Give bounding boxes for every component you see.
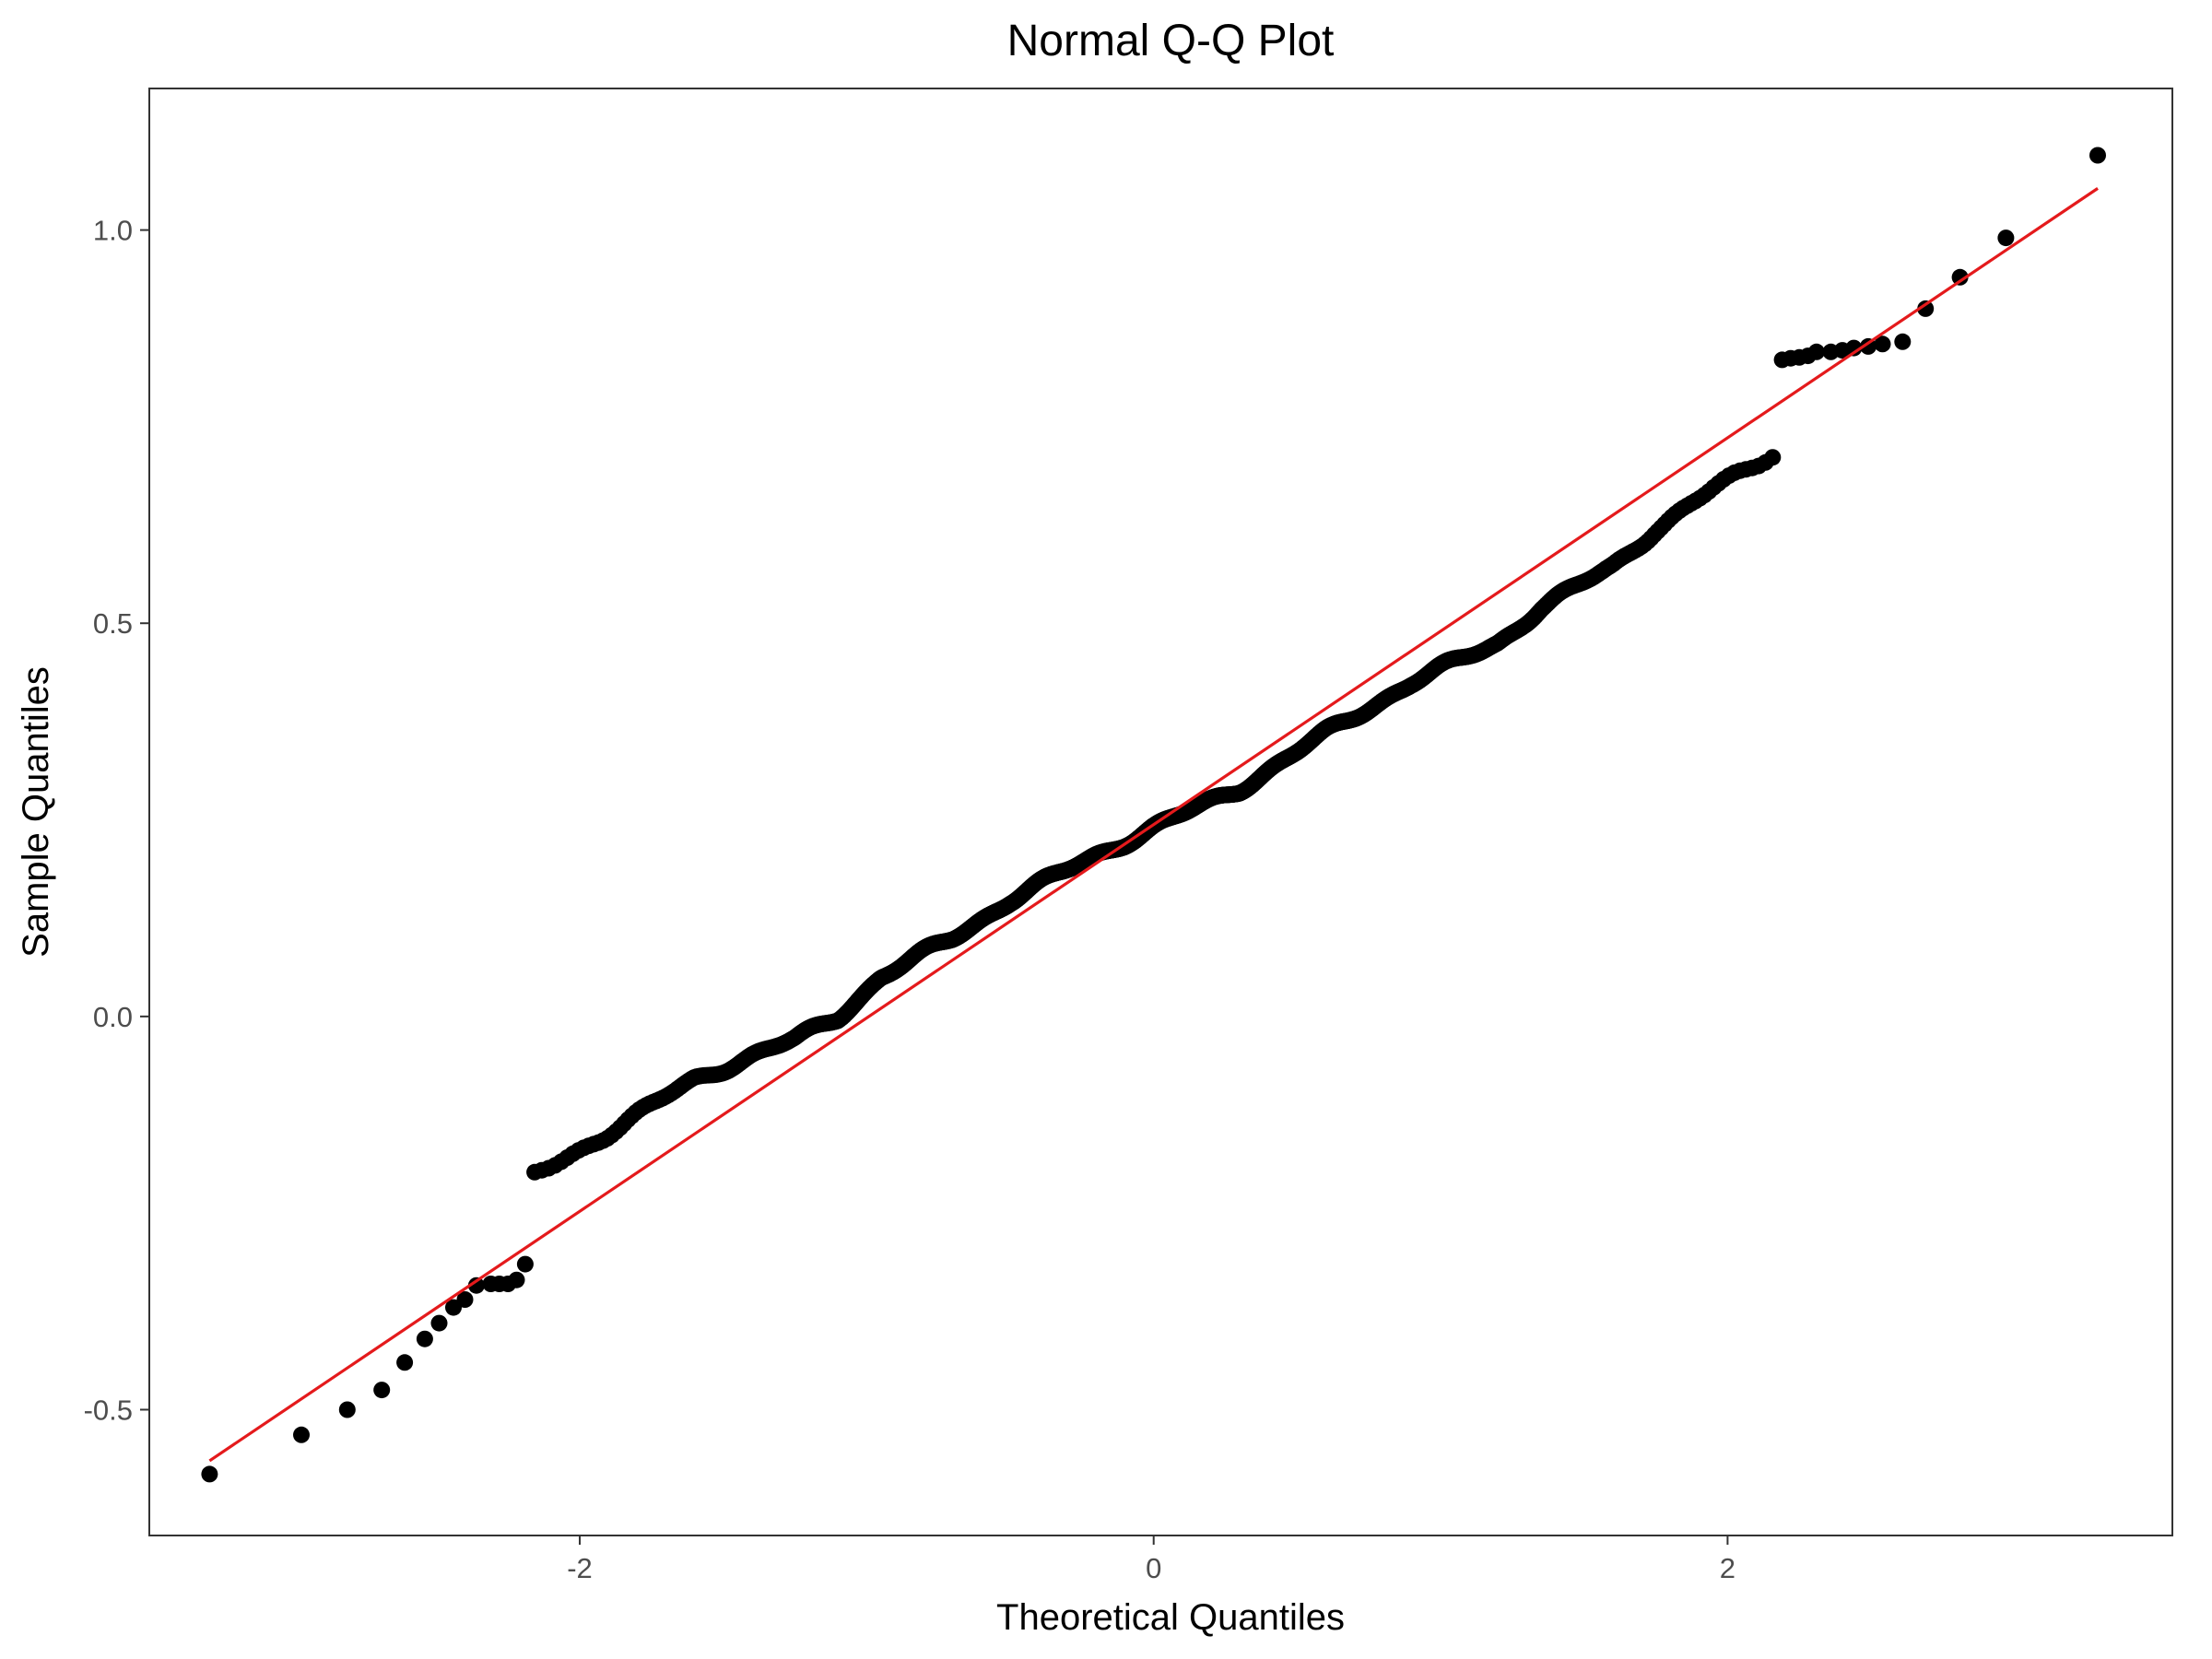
data-point [430,1314,448,1332]
plot-panel [148,88,2173,1536]
data-point [373,1382,391,1399]
y-tick-label: 1.0 [93,215,133,247]
data-point [2089,147,2106,164]
y-tick-label: 0.0 [93,1001,133,1033]
data-point [416,1330,433,1347]
data-point [467,1277,485,1294]
x-tick-label: -2 [567,1552,593,1584]
y-axis-title: Sample Quantiles [16,666,56,958]
data-point [1860,337,1877,355]
x-tick-label: 0 [1146,1552,1161,1584]
x-tick-label: 2 [1720,1552,1735,1584]
data-point [456,1291,474,1308]
data-point [201,1465,218,1483]
data-point [1764,449,1782,466]
data-point [1894,333,1912,350]
y-tick-label: -0.5 [84,1394,133,1426]
data-point [1997,229,2015,247]
data-points [201,147,2106,1483]
data-point [396,1354,414,1371]
reference-line [208,187,2099,1463]
data-point [1874,335,1891,353]
data-point [338,1401,356,1418]
data-point [1951,268,1969,286]
data-point [516,1255,534,1273]
x-axis-title: Theoretical Quantiles [996,1597,1345,1638]
data-point [1917,300,1935,317]
data-point [508,1271,525,1288]
data-point [293,1426,310,1443]
chart-title: Normal Q-Q Plot [1007,17,1335,65]
data-point [1807,343,1825,360]
data-point [1845,339,1863,357]
y-tick-label: 0.5 [93,607,133,640]
